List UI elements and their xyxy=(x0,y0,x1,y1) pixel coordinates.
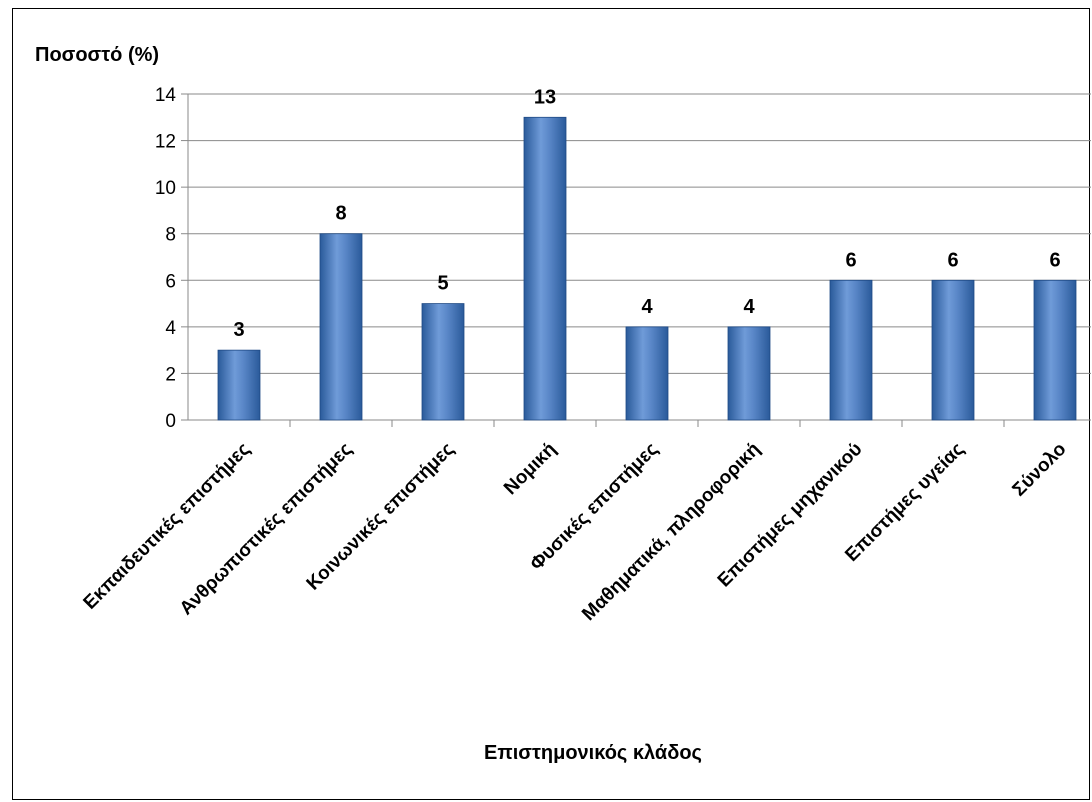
data-label: 8 xyxy=(335,203,346,225)
bar xyxy=(625,326,669,421)
bar xyxy=(523,116,567,421)
y-tick-label: 10 xyxy=(155,178,176,199)
y-tick-label: 12 xyxy=(155,132,176,153)
y-tick-label: 4 xyxy=(165,318,176,339)
bar xyxy=(319,233,363,421)
bar xyxy=(421,303,465,421)
chart-frame: Ποσοστό (%) Επιστημονικός κλάδος 0 2 4 6 8 10… xyxy=(12,8,1091,800)
y-tick-label: 8 xyxy=(165,225,176,246)
data-label: 6 xyxy=(845,249,856,271)
bar xyxy=(829,279,873,421)
bar-chart: Ποσοστό (%) Επιστημονικός κλάδος 0 2 4 6 8 10… xyxy=(35,44,1091,764)
category-label: Ανθρωπιστικές επιστήμες xyxy=(176,439,357,620)
y-tick-label: 14 xyxy=(155,85,177,106)
y-tick-label: 2 xyxy=(165,364,176,385)
data-label: 5 xyxy=(437,273,448,295)
y-axis-title: Ποσοστό (%) xyxy=(35,44,159,66)
data-label: 6 xyxy=(1049,249,1060,271)
category-label: Νομική xyxy=(500,439,560,499)
data-label: 3 xyxy=(233,319,244,341)
x-axis-title: Επιστημονικός κλάδος xyxy=(484,742,702,764)
category-label: Εκπαιδευτικές επιστήμες xyxy=(80,439,255,614)
bar xyxy=(217,349,261,421)
bar xyxy=(931,279,975,421)
y-tick-label: 0 xyxy=(165,411,176,432)
data-label: 4 xyxy=(641,296,653,318)
category-label: Μαθηματικά, πληροφορική xyxy=(578,439,764,625)
category-label: Σύνολο xyxy=(1009,439,1071,501)
data-label: 6 xyxy=(947,249,958,271)
data-label: 4 xyxy=(743,296,755,318)
data-label: 13 xyxy=(534,86,556,108)
y-tick-label: 6 xyxy=(165,271,176,292)
bar xyxy=(1033,279,1077,421)
bar xyxy=(727,326,771,421)
